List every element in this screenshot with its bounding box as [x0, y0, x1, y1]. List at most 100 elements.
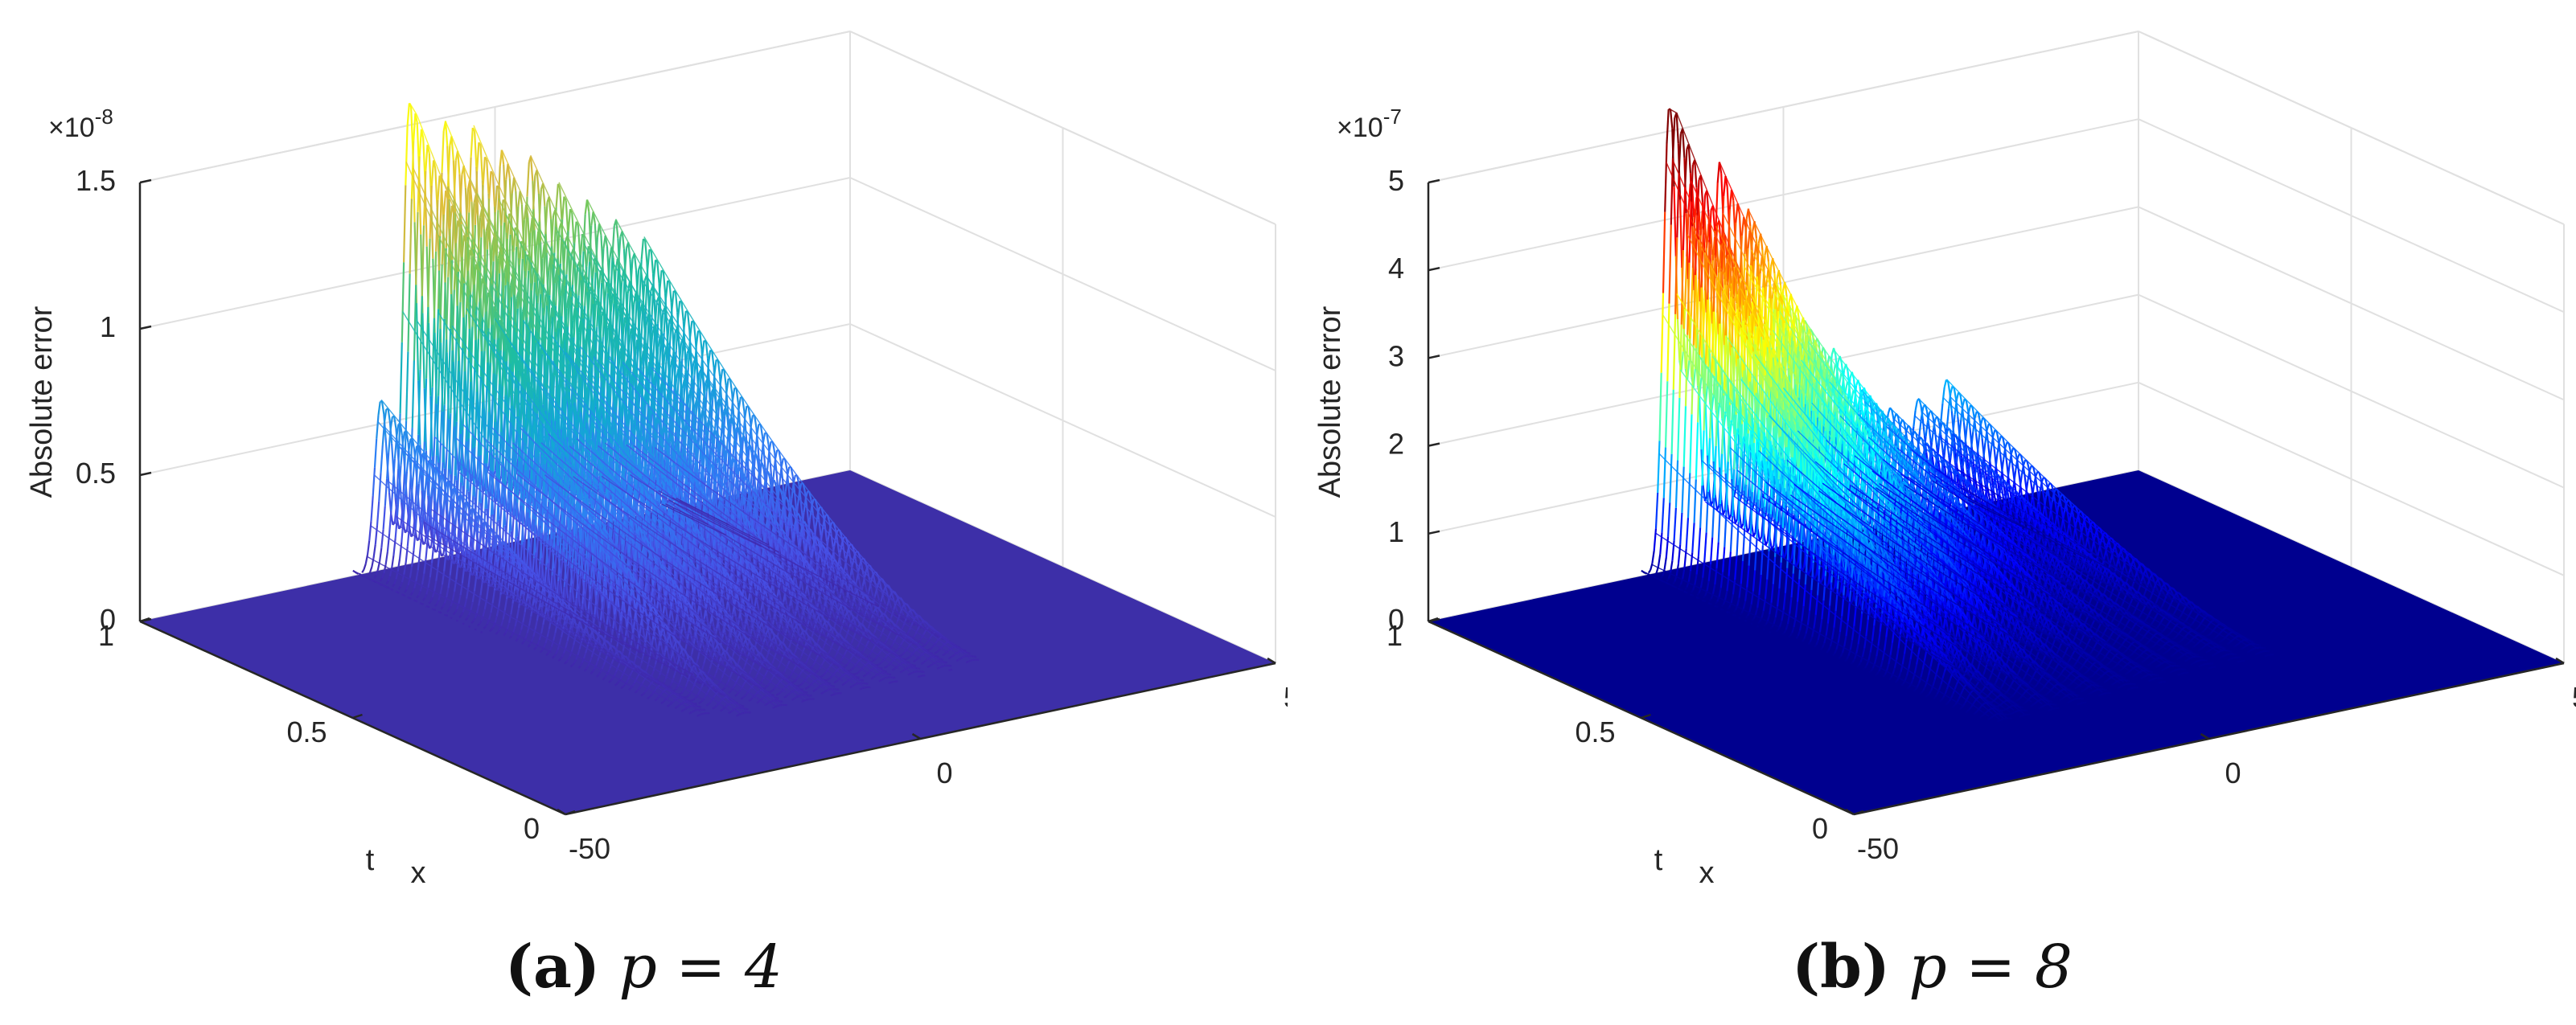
p0-mesh-segment	[472, 508, 476, 517]
p0-mesh-segment	[542, 183, 546, 207]
p0-mesh-segment	[563, 196, 567, 201]
p0-mesh-segment	[644, 376, 649, 405]
p0-mesh-segment	[454, 421, 458, 476]
p0-mesh-segment	[642, 280, 646, 305]
p0-mesh-segment	[456, 495, 461, 506]
p0-mesh-segment	[465, 270, 470, 315]
p0-mesh-segment	[593, 303, 597, 329]
p0-mesh-segment	[747, 406, 751, 420]
p0-mesh-segment	[672, 401, 676, 433]
p0-mesh-segment	[483, 231, 487, 265]
p0-mesh-segment	[656, 261, 660, 284]
p0-mesh-segment	[473, 576, 478, 592]
p0-mesh-segment	[416, 483, 421, 507]
p0-mesh-segment	[475, 538, 479, 563]
p0-mesh-segment	[387, 576, 391, 582]
p0-mesh-segment	[384, 551, 388, 565]
p0-mesh-segment	[554, 210, 558, 232]
p0-mesh-segment	[463, 598, 468, 608]
p0-mesh-segment	[652, 260, 657, 280]
p0-mesh-segment	[390, 484, 394, 511]
p0-mesh-segment	[515, 458, 520, 474]
p0-mesh-segment	[477, 217, 482, 252]
p0-mesh-segment	[397, 586, 401, 590]
p0-mesh-segment	[413, 285, 417, 361]
p0-mesh-segment	[539, 377, 544, 420]
p0-mesh-segment	[473, 264, 478, 285]
p0-mesh-segment	[487, 223, 491, 243]
p0-mesh-segment	[490, 395, 495, 449]
p0-mesh-segment	[512, 277, 516, 295]
p0-mesh-segment	[527, 518, 531, 552]
p0-mesh-segment	[615, 219, 619, 239]
p0-mesh-segment	[482, 535, 486, 552]
p0-mesh-segment	[676, 301, 681, 318]
p0-mesh-segment	[435, 199, 439, 252]
p0-mesh-segment	[381, 572, 385, 579]
p0-mesh-segment	[604, 235, 608, 247]
p0-mesh-segment	[569, 208, 573, 214]
p0-mesh-segment	[510, 531, 515, 560]
p0-mesh-segment	[479, 146, 483, 181]
p0-mesh-segment	[715, 401, 719, 419]
p0-mesh-segment	[462, 235, 467, 243]
p0-mesh-segment	[727, 420, 731, 437]
p0-mesh-segment	[507, 285, 512, 316]
p0-mesh-segment	[455, 563, 459, 580]
p0-mesh-segment	[411, 438, 416, 450]
p0-mesh-segment	[567, 281, 571, 327]
p0-mesh-segment	[582, 343, 586, 373]
p0-mesh-segment	[721, 368, 725, 371]
p0-mesh-segment	[440, 342, 444, 412]
p0-mesh-segment	[667, 393, 670, 397]
p0-mesh-segment	[503, 555, 507, 568]
p0-mesh-segment	[585, 246, 590, 267]
p0-mesh-segment	[495, 338, 500, 375]
p0-mesh-segment	[452, 612, 456, 616]
p0-mesh-segment	[567, 209, 572, 232]
p0-mesh-segment	[429, 387, 433, 449]
p0-mesh-segment	[536, 281, 541, 304]
p0-mesh-segment	[557, 183, 561, 189]
p0-mesh-segment	[634, 339, 639, 356]
p0-mesh-segment	[635, 293, 639, 303]
p0-mesh-segment	[458, 595, 462, 605]
p0-mesh-segment	[467, 249, 471, 272]
p0-mesh-segment	[491, 543, 495, 556]
p0-mesh-segment	[648, 361, 652, 365]
p0-mesh-segment	[491, 174, 496, 207]
p0-mesh-segment	[642, 350, 646, 354]
p0-mesh-segment	[505, 547, 509, 556]
p0-mesh-segment	[444, 121, 449, 146]
p0-mesh-segment	[405, 125, 409, 186]
p0-mesh-segment	[433, 609, 436, 611]
p0-mesh-segment	[433, 251, 438, 318]
p0-mesh-segment	[529, 317, 534, 334]
p0-mesh-segment	[659, 312, 664, 335]
p0-mesh-segment	[407, 596, 410, 599]
p0-mesh-segment	[466, 501, 470, 510]
p0-mesh-segment	[540, 557, 544, 581]
p0-mesh-segment	[433, 580, 438, 592]
p0-mesh-segment	[479, 278, 483, 298]
p0-mesh-segment	[480, 543, 485, 567]
p0-mesh-segment	[622, 383, 626, 416]
p0-mesh-segment	[615, 372, 619, 408]
p0-mesh-segment	[451, 199, 455, 260]
p0-mesh-segment	[450, 136, 454, 161]
p0-mesh-segment	[508, 494, 512, 534]
p0-mesh-segment	[508, 213, 512, 217]
p0-mesh-segment	[472, 617, 476, 622]
p0-mesh-segment	[671, 404, 675, 418]
p0-mesh-segment	[633, 253, 638, 271]
p0-mesh-segment	[473, 523, 477, 539]
p0-mesh-segment	[447, 575, 451, 588]
p0-mesh-segment	[697, 330, 700, 333]
p0-mesh-segment	[384, 437, 388, 466]
p0-mesh-segment	[540, 283, 544, 309]
p0-mesh-segment	[484, 623, 488, 628]
p0-mesh-segment	[499, 225, 503, 274]
p0-mesh-segment	[535, 302, 539, 343]
p0-mesh-segment	[447, 328, 452, 395]
p0-mesh-segment	[731, 387, 736, 401]
